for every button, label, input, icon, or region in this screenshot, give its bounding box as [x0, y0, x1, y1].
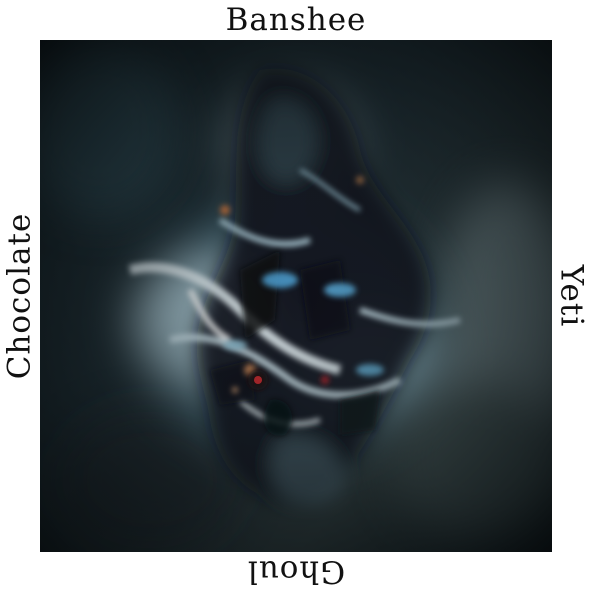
top-label: Banshee — [225, 2, 367, 38]
abstract-image — [40, 40, 552, 552]
bottom-label: Ghoul — [246, 553, 346, 590]
right-label: Yeti — [553, 264, 590, 328]
vignette — [40, 40, 552, 552]
abstract-figure-graphic — [40, 40, 552, 552]
left-label: Chocolate — [1, 212, 38, 380]
